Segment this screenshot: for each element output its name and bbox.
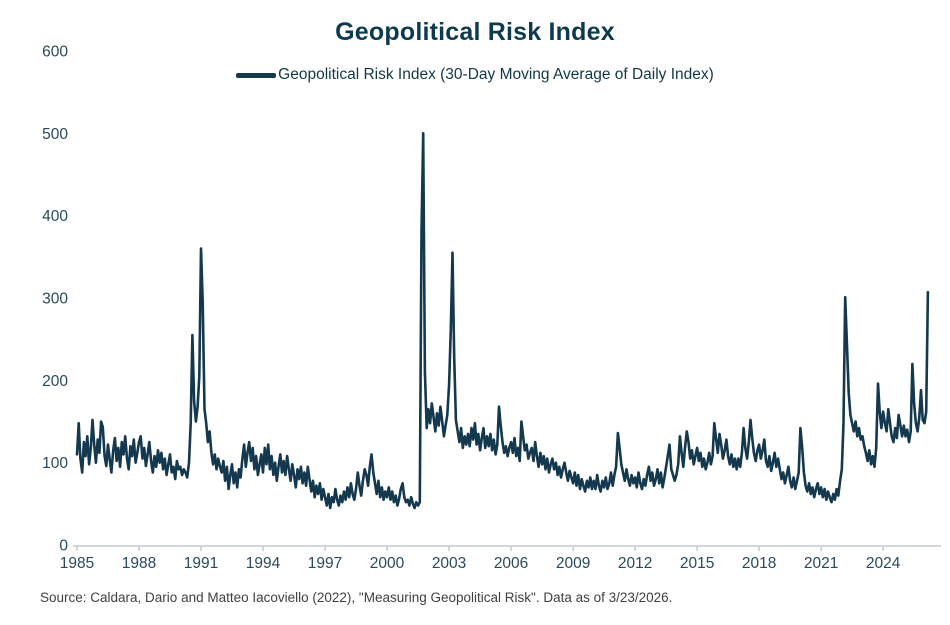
- x-axis-label-2021: 2021: [804, 555, 838, 572]
- x-axis-label-2018: 2018: [742, 555, 776, 572]
- x-axis-label-2012: 2012: [618, 555, 652, 572]
- y-axis-label-0: 0: [59, 538, 68, 555]
- x-axis-label-2015: 2015: [680, 555, 714, 572]
- x-axis-label-2003: 2003: [432, 555, 466, 572]
- y-axis-label-200: 200: [42, 373, 68, 390]
- gpr-series-line: [75, 132, 930, 510]
- x-axis-label-1985: 1985: [60, 555, 94, 572]
- y-axis-label-300: 300: [42, 291, 68, 308]
- y-axis-label-400: 400: [42, 208, 68, 225]
- x-axis-label-1994: 1994: [246, 555, 281, 572]
- x-axis-label-2024: 2024: [866, 555, 901, 572]
- source-note: Source: Caldara, Dario and Matteo Iacovi…: [40, 590, 673, 605]
- x-axis-label-1997: 1997: [308, 555, 342, 572]
- x-axis-label-2000: 2000: [370, 555, 405, 572]
- x-axis-label-2009: 2009: [556, 555, 590, 572]
- x-axis-label-1991: 1991: [184, 555, 218, 572]
- legend-line-swatch-icon: [236, 72, 277, 78]
- y-axis-label-100: 100: [42, 455, 68, 472]
- y-axis-label-500: 500: [42, 126, 68, 143]
- x-axis-label-1988: 1988: [122, 555, 156, 572]
- x-axis-label-2006: 2006: [494, 555, 528, 572]
- chart-title: Geopolitical Risk Index: [335, 18, 615, 46]
- legend: Geopolitical Risk Index (30-Day Moving A…: [0, 66, 950, 84]
- y-axis-label-600: 600: [42, 44, 68, 61]
- legend-label: Geopolitical Risk Index (30-Day Moving A…: [278, 66, 714, 83]
